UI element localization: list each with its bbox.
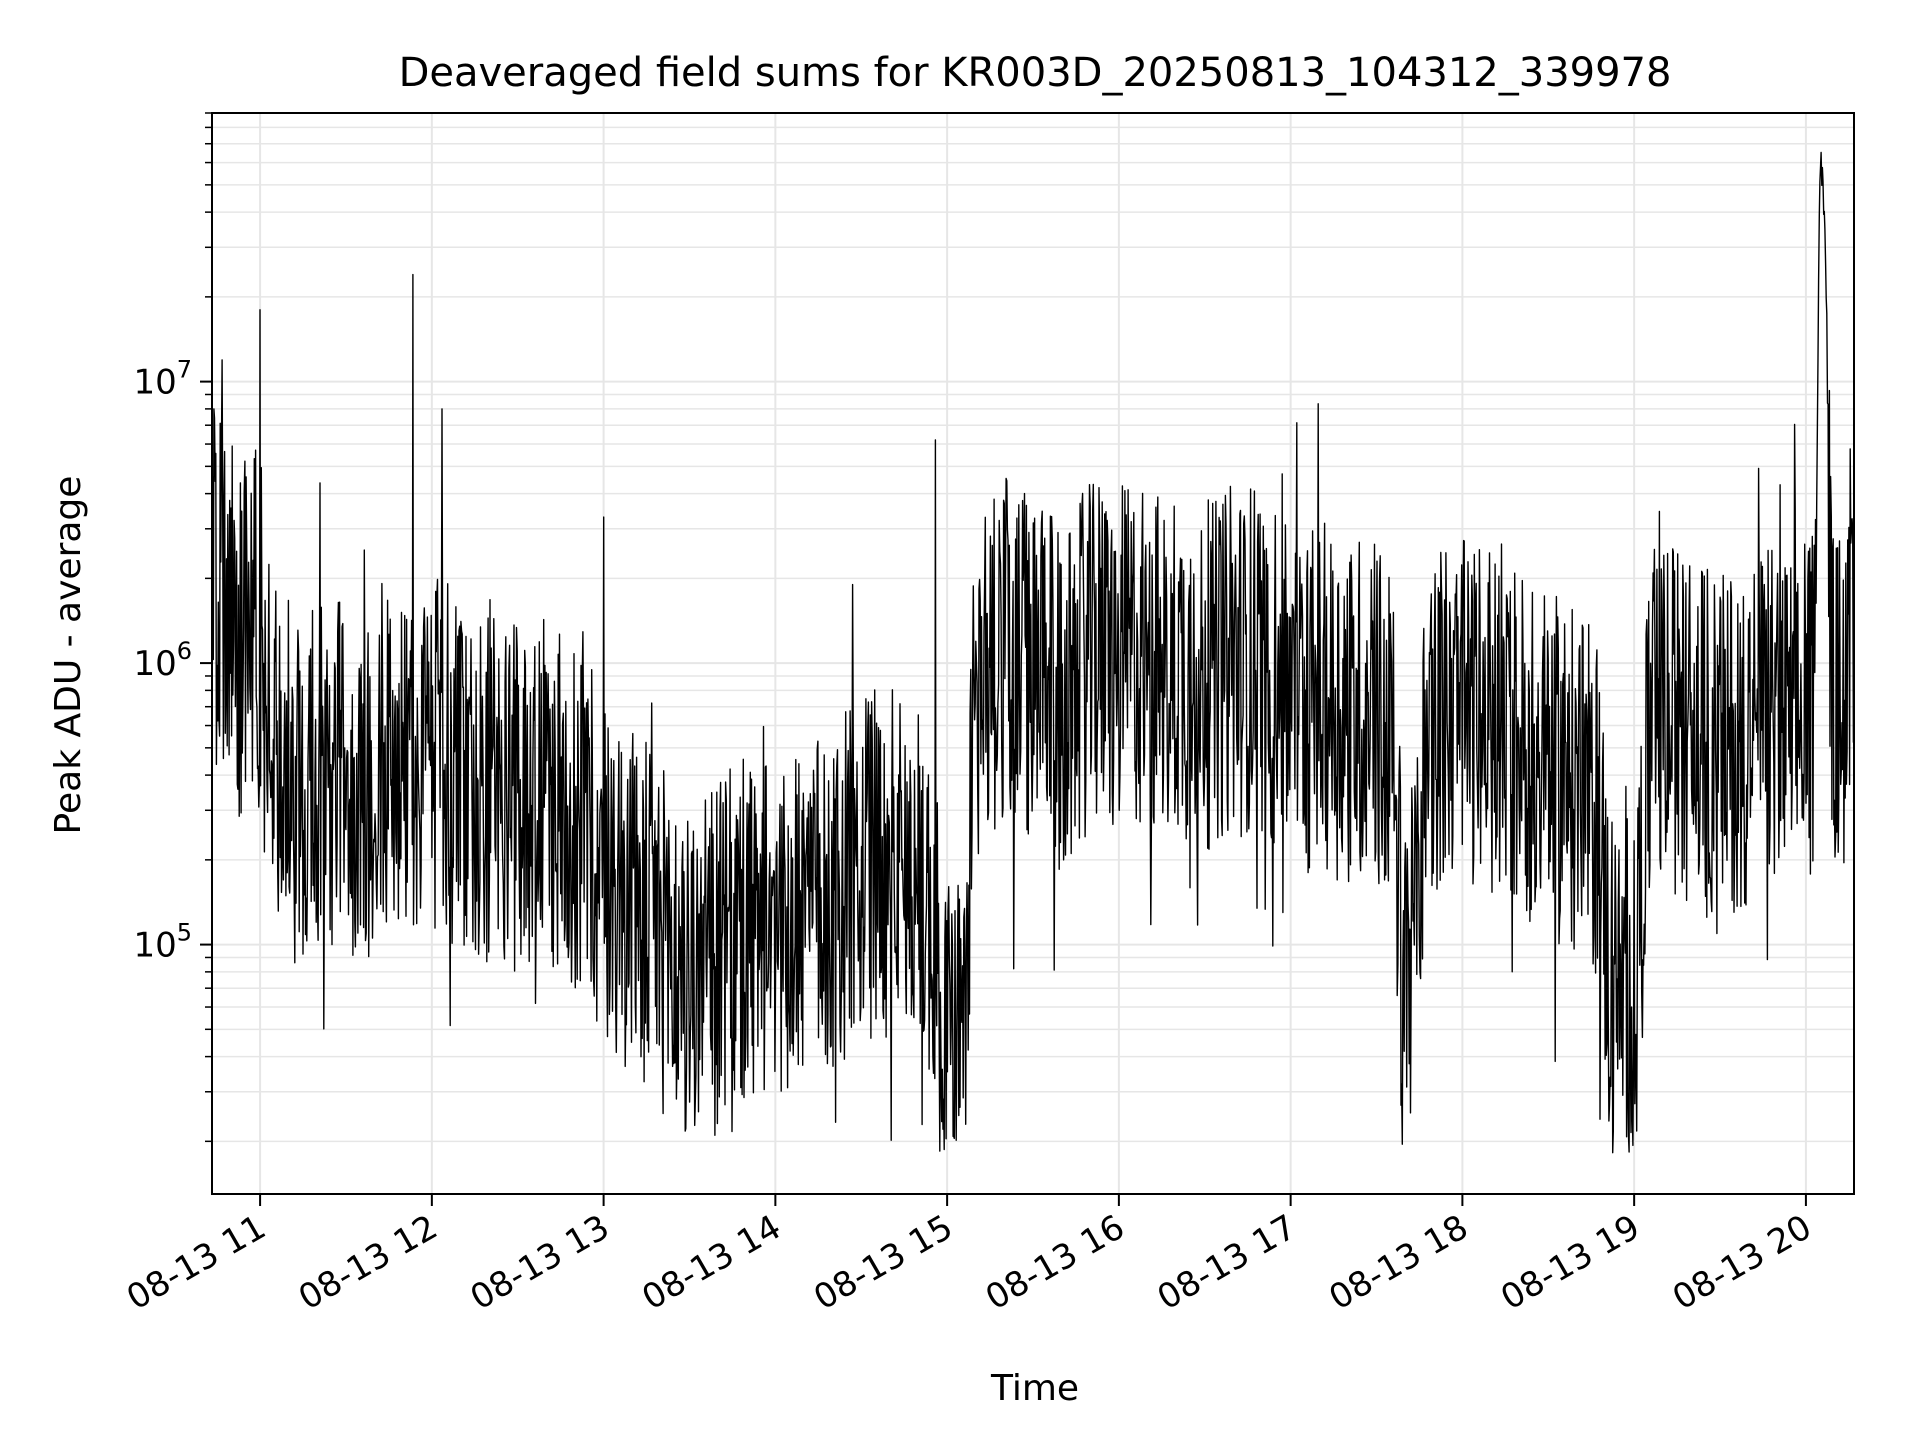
y-axis-ticks: 105 106 107 (133, 112, 212, 1143)
x-axis-label: Time (990, 1368, 1079, 1409)
y-tick-label: 105 (133, 919, 192, 966)
series-layer (211, 151, 1855, 1154)
y-axis-label: Peak ADU - average (48, 476, 89, 835)
y-tick-label: 107 (133, 356, 192, 403)
series-line (211, 151, 1855, 1154)
y-tick-label: 106 (133, 637, 192, 684)
plot-frame (211, 112, 1855, 1195)
chart-title: Deaveraged field sums for KR003D_2025081… (399, 50, 1672, 96)
